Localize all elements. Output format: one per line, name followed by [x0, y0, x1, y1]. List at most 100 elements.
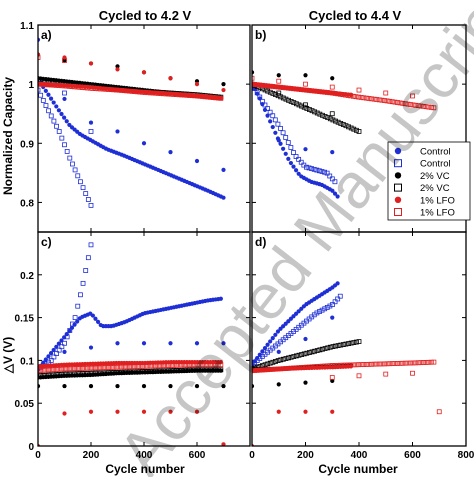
data-point [176, 92, 182, 98]
legend-marker [394, 208, 402, 216]
data-point [134, 364, 140, 370]
panel-3: 0 200 400 600 0 0.05 0.1 0.15 0.2 c) [15, 231, 251, 461]
data-point [119, 369, 124, 375]
data-point [62, 411, 67, 416]
data-point [325, 345, 331, 351]
data-point [303, 73, 308, 78]
panel-4: 0 200 400 600 800 d) [249, 231, 474, 461]
data-point [265, 367, 270, 373]
data-point [265, 106, 270, 111]
data-point [293, 311, 299, 316]
data-point [69, 325, 75, 330]
data-point [267, 109, 273, 115]
data-point [88, 202, 94, 208]
data-point [43, 82, 49, 88]
data-point [405, 101, 411, 107]
data-point [317, 309, 322, 314]
data-point [259, 82, 265, 88]
data-point [303, 147, 308, 152]
data-point [276, 90, 282, 96]
data-point [304, 87, 309, 93]
data-point [361, 95, 367, 101]
data-point [54, 351, 59, 356]
data-point [268, 339, 273, 344]
data-point [340, 342, 346, 347]
data-point [265, 83, 270, 89]
data-point [254, 82, 260, 88]
data-point [298, 87, 304, 93]
data-point [363, 362, 369, 367]
data-point [324, 170, 330, 176]
data-point [303, 380, 308, 385]
data-point [410, 102, 416, 108]
legend-box [387, 141, 471, 221]
data-point [166, 363, 172, 368]
data-point [319, 363, 325, 369]
data-point [46, 92, 51, 97]
data-point [205, 367, 211, 373]
data-point [142, 363, 148, 369]
data-point [332, 179, 338, 185]
data-point [255, 355, 260, 361]
data-point [43, 103, 49, 108]
data-point [392, 361, 398, 366]
data-point [410, 93, 415, 99]
data-point [346, 341, 351, 346]
data-point [314, 88, 320, 94]
data-point [194, 367, 200, 373]
series-1-lfo [38, 52, 226, 93]
y-axis-label-top: Normalized Capacity [1, 77, 15, 195]
legend-entry: 1% LFO [394, 208, 455, 219]
data-point [210, 362, 216, 368]
data-point [200, 362, 205, 368]
data-point [322, 114, 328, 119]
data-point [330, 90, 335, 96]
data-point [288, 160, 294, 166]
legend-label: 1% LFO [420, 208, 455, 219]
data-point [423, 360, 429, 365]
data-point [181, 362, 187, 368]
data-point [54, 104, 59, 109]
data-point [67, 155, 73, 161]
data-point [371, 96, 377, 102]
data-point [262, 107, 268, 112]
data-point [314, 364, 320, 369]
data-point [90, 370, 96, 376]
data-point [150, 368, 156, 374]
data-point [330, 363, 335, 368]
data-point [72, 84, 77, 90]
data-point [280, 130, 286, 136]
data-point [317, 111, 323, 117]
data-point [85, 85, 91, 91]
x-tick-label: 200 [297, 450, 314, 461]
data-point [348, 340, 354, 346]
legend-entry: 2% VC [394, 183, 450, 194]
data-point [48, 367, 54, 373]
data-point [145, 369, 151, 374]
data-point [108, 365, 114, 370]
data-point [312, 109, 318, 115]
data-point [327, 116, 333, 122]
data-point [316, 168, 322, 174]
y-tick-label: 1.1 [20, 21, 34, 32]
data-point [218, 362, 224, 368]
x-tick-label: 0 [249, 450, 255, 461]
data-point [346, 124, 351, 130]
data-point [208, 362, 213, 368]
data-point [286, 355, 291, 361]
data-point [361, 362, 367, 367]
data-point [147, 90, 153, 96]
data-point [129, 88, 135, 94]
data-point [257, 367, 263, 373]
data-point [59, 344, 65, 350]
data-point [320, 112, 325, 118]
x-tick-label: 600 [189, 450, 206, 461]
data-point [66, 83, 72, 89]
data-point [174, 368, 179, 373]
data-point [330, 117, 336, 123]
data-point [137, 364, 143, 369]
data-point [155, 363, 161, 369]
data-point [48, 351, 54, 356]
data-point [311, 88, 317, 94]
